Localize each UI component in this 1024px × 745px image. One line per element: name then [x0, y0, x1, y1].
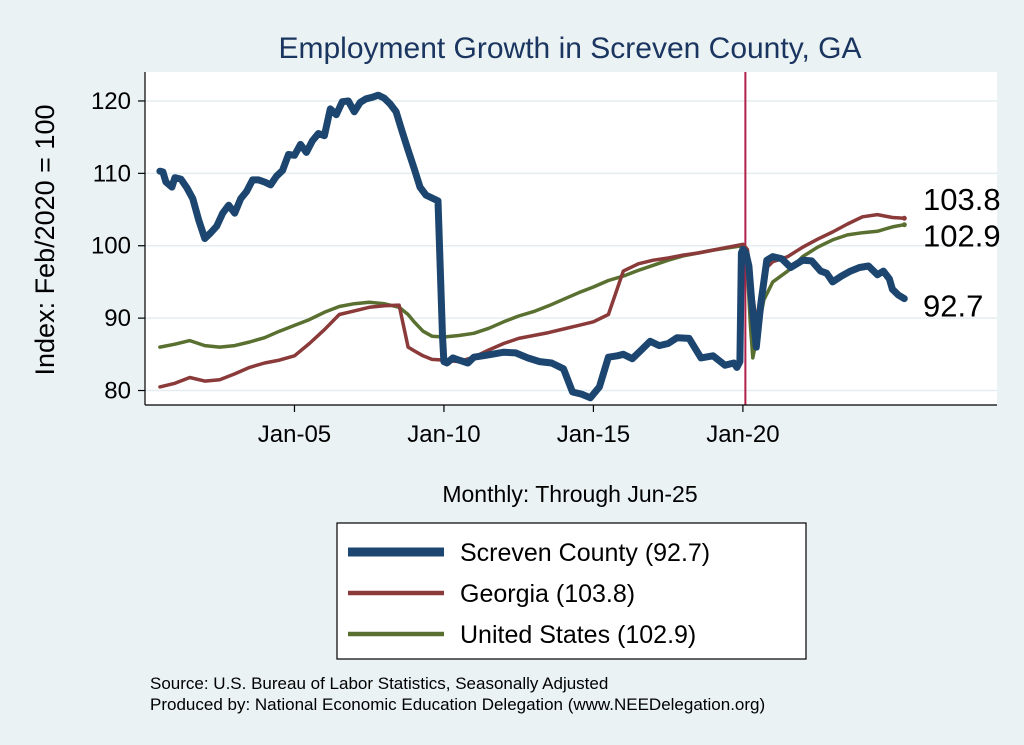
x-axis-ticks: Jan-05 Jan-10 Jan-15 Jan-20 — [258, 405, 780, 448]
producer-note: Produced by: National Economic Education… — [150, 695, 765, 714]
series-line-georgia — [158, 212, 907, 389]
y-tick-label: 100 — [91, 233, 131, 260]
source-note: Source: U.S. Bureau of Labor Statistics,… — [150, 674, 608, 693]
series-lines — [156, 91, 908, 402]
y-tick-label: 120 — [91, 88, 131, 115]
y-axis-title: Index: Feb/2020 = 100 — [30, 105, 60, 376]
series-end-point — [901, 296, 907, 302]
y-tick-label: 110 — [93, 160, 131, 187]
legend-label: Screven County (92.7) — [460, 539, 710, 567]
y-tick-label: 80 — [104, 378, 131, 405]
x-tick-label: Jan-20 — [706, 421, 779, 448]
x-tick-label: Jan-05 — [258, 421, 331, 448]
legend: Screven County (92.7) Georgia (103.8) Unit… — [336, 522, 807, 660]
series-end-point — [901, 222, 907, 228]
legend-label: Georgia (103.8) — [460, 580, 635, 608]
x-tick-label: Jan-15 — [557, 421, 630, 448]
x-axis-title: Monthly: Through Jun-25 — [442, 481, 697, 507]
end-label-screven-county: 92.7 — [923, 289, 983, 324]
end-label-united-states: 102.9 — [923, 219, 1001, 254]
legend-label: United States (102.9) — [460, 621, 696, 649]
x-tick-label: Jan-10 — [407, 421, 480, 448]
series-line-screven-county — [156, 91, 908, 402]
chart-title: Employment Growth in Screven County, GA — [278, 32, 861, 65]
series-line-united-states — [158, 222, 907, 360]
gridlines-front — [145, 100, 997, 392]
plot-area — [145, 72, 997, 405]
y-axis-ticks: 80 90 100 110 120 — [91, 88, 145, 405]
end-label-georgia: 103.8 — [923, 182, 1001, 217]
series-end-point — [901, 215, 907, 221]
y-tick-label: 90 — [104, 305, 131, 332]
